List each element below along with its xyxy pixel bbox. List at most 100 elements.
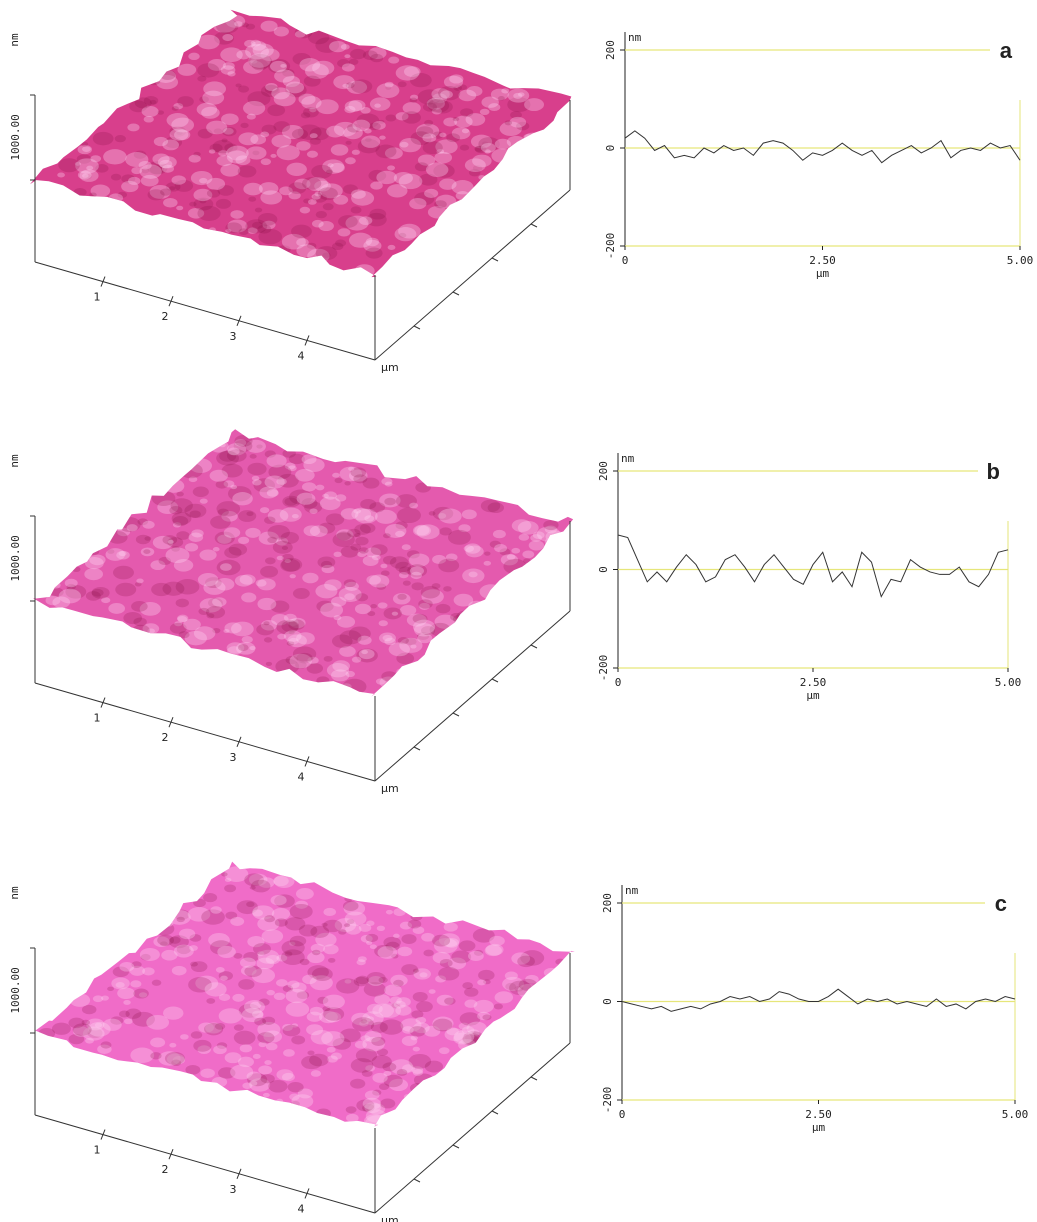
grain xyxy=(243,182,263,196)
grain xyxy=(81,1004,97,1015)
grain xyxy=(544,525,557,534)
grain xyxy=(372,1072,388,1083)
grain xyxy=(290,982,307,993)
grain xyxy=(337,228,351,237)
grain xyxy=(555,958,565,965)
grain xyxy=(216,450,239,466)
grain xyxy=(438,86,461,101)
grain xyxy=(402,580,411,586)
panel-label: b xyxy=(987,459,1000,484)
grain xyxy=(478,137,500,152)
grain xyxy=(163,198,178,208)
grain xyxy=(355,1048,378,1063)
grain xyxy=(215,966,225,973)
grain xyxy=(304,501,323,514)
grain xyxy=(344,896,353,902)
grain xyxy=(420,585,441,599)
grain xyxy=(332,1037,352,1050)
grain xyxy=(135,534,151,545)
grain xyxy=(409,502,419,509)
grain xyxy=(169,622,187,634)
grain xyxy=(166,113,189,128)
grain xyxy=(197,34,220,50)
grain xyxy=(258,998,270,1006)
x-tick-label: 2.50 xyxy=(809,254,836,267)
grain xyxy=(337,59,350,68)
grain xyxy=(322,252,331,258)
grain xyxy=(362,50,378,61)
grain xyxy=(190,961,208,973)
grain xyxy=(355,975,370,985)
grain xyxy=(257,597,277,611)
grain xyxy=(157,934,175,946)
grain xyxy=(216,19,239,34)
grain xyxy=(458,89,477,102)
grain xyxy=(221,872,228,877)
grain xyxy=(294,30,306,38)
grain xyxy=(397,637,409,645)
grain xyxy=(266,989,275,996)
grain xyxy=(285,83,307,98)
surface-plot: 1000.00 nm 1 2 3 4 µm xyxy=(8,9,572,374)
grain xyxy=(281,557,303,572)
grain xyxy=(260,619,278,631)
grain xyxy=(395,561,412,573)
grain xyxy=(236,900,258,915)
grain xyxy=(282,75,301,88)
grain xyxy=(174,179,194,192)
grain xyxy=(311,219,324,228)
grain xyxy=(224,622,242,634)
grain xyxy=(227,486,252,502)
grain xyxy=(215,578,235,591)
grain xyxy=(379,1019,404,1035)
grain xyxy=(230,484,238,490)
grain xyxy=(318,187,338,201)
grain xyxy=(291,1035,306,1045)
grain xyxy=(130,980,142,988)
grain xyxy=(223,527,241,538)
grain xyxy=(321,564,335,574)
grain xyxy=(197,75,207,82)
grain xyxy=(517,955,535,968)
y-tick xyxy=(491,678,499,683)
grain xyxy=(478,969,495,981)
grain xyxy=(281,553,294,562)
grain xyxy=(372,120,386,130)
grain xyxy=(107,530,128,544)
x-axis-label: µm xyxy=(812,1121,826,1134)
grain xyxy=(176,531,190,540)
grain xyxy=(257,1032,275,1044)
grain xyxy=(374,103,381,108)
grain xyxy=(522,550,535,559)
grain xyxy=(473,999,494,1013)
grain xyxy=(369,944,377,950)
grain xyxy=(309,1053,329,1067)
grain xyxy=(353,976,369,987)
grain xyxy=(283,630,302,642)
grain xyxy=(309,975,333,991)
grain xyxy=(219,450,237,462)
grain xyxy=(520,950,545,966)
grain xyxy=(340,545,359,558)
grain xyxy=(412,991,428,1002)
profile-plot: -200 0 200 0 2.50 5.00 µm nm c xyxy=(601,884,1028,1134)
grain xyxy=(394,227,417,242)
grain xyxy=(401,1035,418,1046)
grain xyxy=(362,477,380,489)
grain xyxy=(236,642,256,655)
grain xyxy=(347,528,361,538)
grain xyxy=(176,205,184,211)
grain xyxy=(379,632,396,644)
grain xyxy=(165,182,181,192)
grain xyxy=(466,86,483,97)
grain xyxy=(224,884,237,893)
grain xyxy=(169,935,189,949)
grain xyxy=(428,511,436,516)
grain xyxy=(236,49,252,60)
grain xyxy=(282,1024,301,1037)
grain xyxy=(325,513,345,526)
grain xyxy=(291,1094,314,1109)
grain xyxy=(307,199,317,205)
grain xyxy=(391,611,399,616)
grain xyxy=(146,1014,170,1030)
